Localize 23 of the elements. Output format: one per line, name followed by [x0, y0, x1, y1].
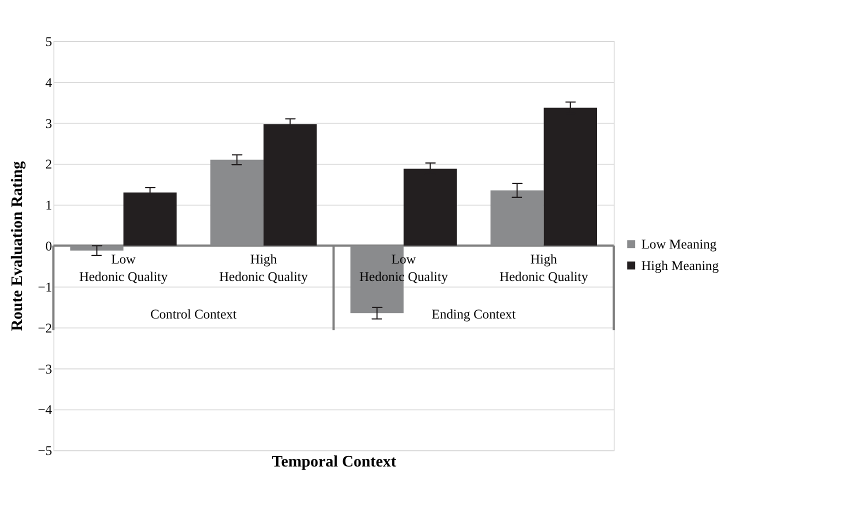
y-tick-label: −3 [38, 361, 52, 376]
x-tick-label: High Hedonic Quality [219, 251, 308, 284]
y-tick-label: −1 [38, 279, 52, 294]
bar [210, 160, 264, 246]
x-axis-title: Temporal Context [272, 454, 397, 471]
annotation: Control Context [150, 306, 237, 322]
y-tick-label: 1 [45, 198, 52, 213]
legend-label: High Meaning [641, 258, 720, 273]
y-tick-label: −5 [38, 443, 52, 458]
x-tick-label: Low Hedonic Quality [79, 251, 168, 284]
annotation: Ending Context [432, 306, 516, 322]
y-tick-label: 5 [45, 34, 52, 49]
y-axis-title: Route Evaluation Rating [8, 161, 26, 332]
y-tick-label: 4 [45, 74, 52, 90]
y-tick-label: 3 [45, 116, 52, 131]
y-tick-label: 0 [45, 238, 52, 254]
y-tick-label: 2 [45, 156, 52, 172]
y-tick-label: −2 [38, 320, 52, 336]
bar [490, 190, 544, 246]
x-tick-label: High Hedonic Quality [500, 251, 588, 284]
bar [70, 246, 124, 251]
y-tick-label: −4 [38, 402, 52, 418]
legend-label: Low Meaning [641, 236, 717, 252]
